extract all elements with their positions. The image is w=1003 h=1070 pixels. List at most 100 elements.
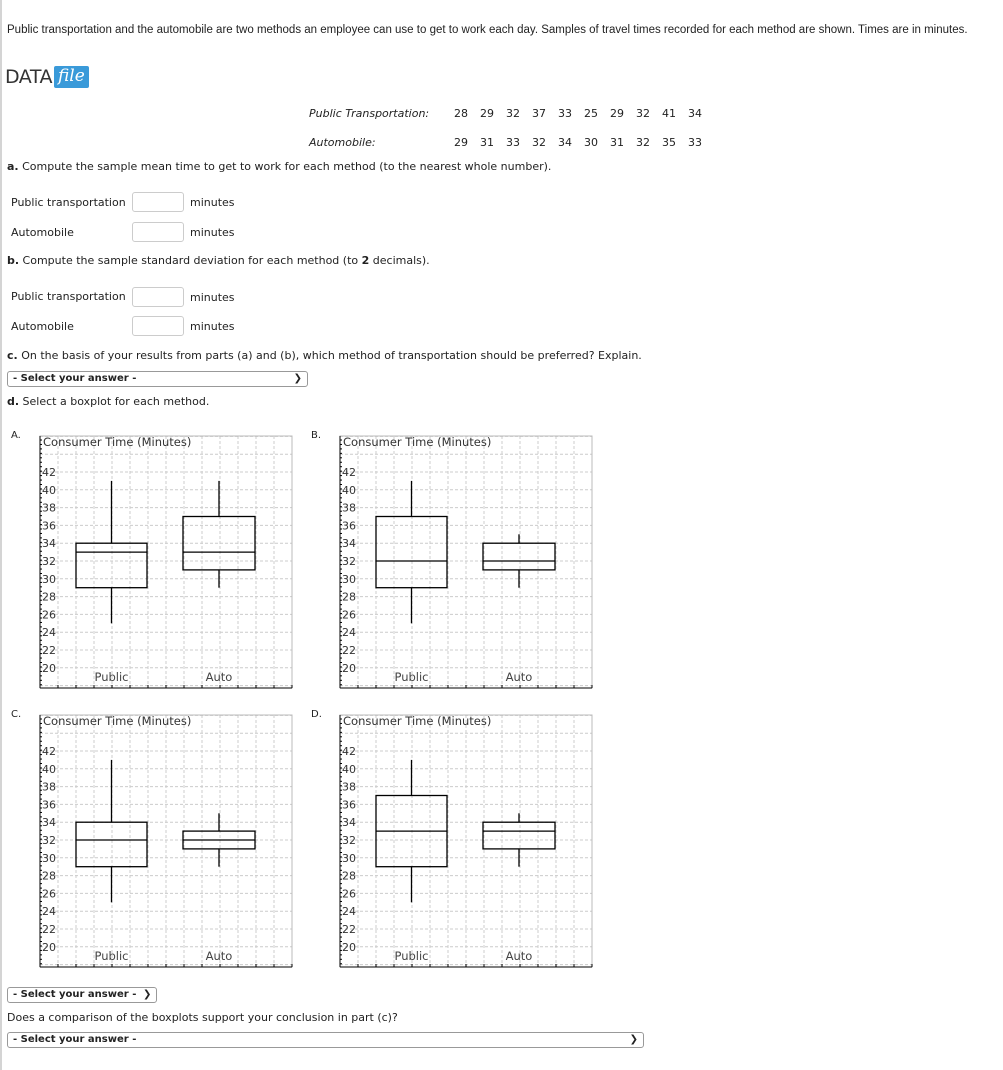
part-d-letter: d.	[7, 395, 20, 408]
category-label: Auto	[506, 670, 533, 684]
data-value: 41	[662, 107, 676, 120]
boxplot-select[interactable]: - Select your answer - ❯	[7, 987, 158, 1003]
boxplot-auto	[182, 813, 256, 867]
box	[75, 542, 148, 589]
support-select[interactable]: - Select your answer - ❯	[7, 1032, 644, 1048]
y-tick-label: 26	[342, 887, 356, 900]
data-file-logo[interactable]: DATA file	[5, 66, 89, 88]
part-a-public-input[interactable]	[132, 192, 184, 212]
category-label: Auto	[206, 670, 233, 684]
part-b-auto-unit: minutes	[190, 320, 235, 333]
part-b-prompt: b. Compute the sample standard deviation…	[7, 254, 430, 267]
category-label: Auto	[506, 949, 533, 963]
part-a-auto-label: Automobile	[11, 226, 74, 239]
y-tick-label: 20	[342, 662, 356, 675]
y-tick-label: 28	[42, 591, 56, 604]
option-letter: C.	[11, 709, 22, 720]
problem-intro: Public transportation and the automobile…	[7, 24, 968, 36]
y-tick-label: 34	[42, 537, 56, 550]
option-letter: D.	[311, 709, 322, 720]
part-a-auto-input[interactable]	[132, 222, 184, 242]
boxplot-option-d[interactable]: Consumer Time (Minutes) 20 22 24 26 28 30 32 34 3…	[339, 714, 595, 970]
y-tick-label: 38	[342, 781, 356, 794]
part-c-prompt: c. On the basis of your results from par…	[7, 349, 642, 362]
chart-title: Consumer Time (Minutes)	[43, 714, 191, 728]
chevron-down-icon: ❯	[629, 1034, 638, 1045]
data-value: 30	[584, 136, 598, 149]
y-tick-label: 34	[342, 537, 356, 550]
boxplot-auto	[482, 813, 556, 867]
boxplot-public	[375, 759, 448, 903]
data-value: 29	[480, 107, 494, 120]
data-value: 28	[454, 107, 468, 120]
data-value: 31	[610, 136, 624, 149]
chart-title: Consumer Time (Minutes)	[343, 714, 491, 728]
part-c-text: On the basis of your results from parts …	[17, 349, 642, 362]
boxplot-select-value: - Select your answer -	[13, 989, 137, 1000]
boxplot-auto	[182, 480, 256, 588]
box	[375, 515, 448, 589]
data-value: 32	[532, 136, 546, 149]
boxplot-option-b[interactable]: Consumer Time (Minutes) 20 22 24 26 28 30 32 34 3…	[339, 435, 595, 691]
part-a-letter: a.	[7, 160, 19, 173]
y-tick-label: 22	[42, 644, 56, 657]
part-b-text: Compute the sample standard deviation fo…	[19, 254, 362, 267]
auto-data-values: 29 31 33 32 34 30 31 32 35 33	[454, 136, 714, 149]
box	[182, 515, 256, 571]
y-tick-label: 26	[42, 608, 56, 621]
y-tick-label: 36	[42, 798, 56, 811]
part-a-public-label: Public transportation	[11, 196, 126, 209]
y-tick-label: 42	[342, 745, 356, 758]
part-a-public-unit: minutes	[190, 196, 235, 209]
boxplot-public	[375, 480, 448, 624]
data-value: 32	[506, 107, 520, 120]
support-question: Does a comparison of the boxplots suppor…	[7, 1011, 398, 1024]
support-select-value: - Select your answer -	[13, 1034, 137, 1045]
part-b-auto-input[interactable]	[132, 316, 184, 336]
part-d-prompt: d. Select a boxplot for each method.	[7, 395, 209, 408]
boxplot-option-c[interactable]: Consumer Time (Minutes) 20 22 24 26 28 30 32 34 3…	[39, 714, 295, 970]
boxplot-public	[75, 759, 148, 903]
chart-title: Consumer Time (Minutes)	[343, 435, 491, 449]
box	[482, 821, 556, 850]
part-b-public-unit: minutes	[190, 291, 235, 304]
part-b-public-input[interactable]	[132, 287, 184, 307]
y-tick-label: 32	[342, 555, 356, 568]
option-letter: B.	[311, 430, 322, 441]
y-tick-label: 30	[342, 852, 356, 865]
data-value: 34	[558, 136, 572, 149]
part-c-select[interactable]: - Select your answer - ❯	[7, 371, 308, 387]
part-b-text-end: decimals).	[369, 254, 430, 267]
y-tick-label: 22	[42, 923, 56, 936]
y-tick-label: 22	[342, 923, 356, 936]
boxplot-option-a[interactable]: Consumer Time (Minutes) 20 22 24 26 28 30 32 34 3…	[39, 435, 295, 691]
data-value: 37	[532, 107, 546, 120]
part-a-prompt: a. Compute the sample mean time to get t…	[7, 160, 551, 173]
category-label: Auto	[206, 949, 233, 963]
data-value: 32	[636, 107, 650, 120]
data-value: 32	[636, 136, 650, 149]
category-label: Public	[394, 670, 428, 684]
chevron-down-icon: ❯	[142, 989, 152, 1000]
box	[482, 542, 556, 571]
part-a-text: Compute the sample mean time to get to w…	[18, 160, 552, 173]
y-tick-label: 38	[342, 502, 356, 515]
y-tick-label: 40	[42, 763, 56, 776]
boxplot-auto	[482, 534, 556, 588]
y-tick-label: 42	[42, 466, 56, 479]
part-b-public-label: Public transportation	[11, 290, 126, 303]
y-tick-label: 34	[342, 816, 356, 829]
y-tick-label: 24	[342, 626, 356, 639]
y-tick-label: 28	[342, 870, 356, 883]
part-b-auto-label: Automobile	[11, 320, 74, 333]
y-tick-label: 40	[342, 484, 356, 497]
y-tick-label: 38	[42, 781, 56, 794]
y-tick-label: 26	[342, 608, 356, 621]
y-tick-label: 36	[342, 519, 356, 532]
y-tick-label: 36	[42, 519, 56, 532]
logo-word: DATA	[5, 66, 52, 88]
chart-title: Consumer Time (Minutes)	[43, 435, 191, 449]
y-tick-label: 30	[42, 852, 56, 865]
option-letter: A.	[11, 430, 21, 441]
y-tick-label: 36	[342, 798, 356, 811]
